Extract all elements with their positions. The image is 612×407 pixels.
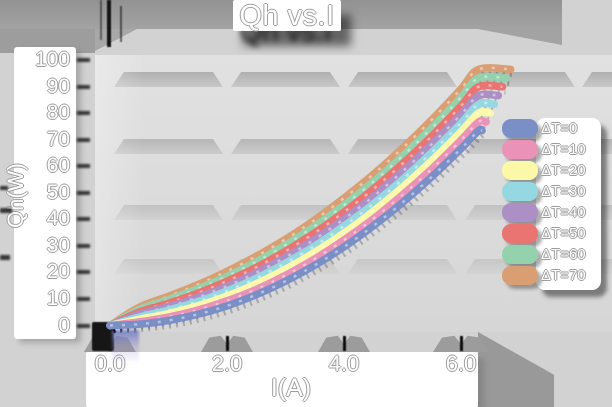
stray-shadow-dash bbox=[0, 208, 12, 213]
y-tick-label: 100 bbox=[34, 48, 70, 71]
plot-left-glow bbox=[95, 55, 145, 332]
stray-shadow-dash bbox=[0, 186, 8, 190]
title-panel bbox=[233, 0, 341, 31]
stray-shadow-dash bbox=[0, 255, 10, 260]
legend-label: ΔT=50 bbox=[541, 225, 586, 242]
legend-color-swatch bbox=[502, 224, 538, 243]
legend-color-swatch bbox=[502, 182, 538, 201]
legend-color-swatch bbox=[502, 245, 538, 264]
x-axis-panel bbox=[86, 352, 478, 407]
y-tick-mark bbox=[77, 84, 90, 89]
x-tick-label: 4.0 bbox=[328, 351, 360, 376]
legend-color-swatch bbox=[502, 161, 538, 180]
gridline-band bbox=[465, 72, 575, 87]
gridline-band bbox=[231, 205, 340, 220]
legend-color-swatch bbox=[502, 266, 538, 285]
y-tick-mark bbox=[77, 323, 90, 328]
legend-color-swatch bbox=[502, 203, 538, 222]
legend-color-swatch bbox=[502, 140, 538, 159]
gridline-band bbox=[348, 72, 457, 87]
y-tick-mark bbox=[77, 190, 90, 195]
y-tick-mark bbox=[77, 137, 90, 142]
gridline-band bbox=[231, 72, 340, 87]
gridline-band bbox=[231, 259, 340, 274]
y-tick-mark bbox=[77, 217, 90, 222]
origin-color-smear bbox=[112, 330, 139, 364]
y-tick-label: 60 bbox=[46, 154, 70, 178]
x-tick-mark bbox=[460, 336, 463, 351]
legend-label: ΔT=60 bbox=[541, 246, 586, 263]
top-shadow-wedge-right bbox=[478, 29, 562, 45]
gridline-band bbox=[231, 139, 340, 154]
axis-shadow-streak bbox=[120, 6, 122, 42]
gridline-band bbox=[348, 205, 457, 220]
y-tick-label: 10 bbox=[46, 286, 70, 310]
gridline-band bbox=[582, 72, 612, 87]
legend-color-swatch bbox=[502, 119, 538, 138]
axis-shadow-streak bbox=[100, 0, 102, 40]
legend-label: ΔT=30 bbox=[541, 183, 586, 200]
legend-label: ΔT=10 bbox=[541, 141, 586, 158]
x-tick-label: 6.0 bbox=[445, 351, 477, 376]
y-axis-panel bbox=[14, 47, 76, 339]
legend-panel bbox=[536, 118, 601, 290]
x-tick-mark bbox=[343, 336, 346, 351]
y-tick-mark bbox=[77, 243, 90, 248]
y-tick-label: 80 bbox=[46, 101, 70, 125]
chart-title: Qh vs.I bbox=[239, 0, 335, 32]
x-tick-mark bbox=[226, 336, 229, 351]
y-axis-title: Qh(W) bbox=[3, 163, 28, 228]
y-tick-label: 70 bbox=[46, 127, 70, 151]
legend-label: ΔT=40 bbox=[541, 204, 586, 221]
x-axis-title: I(A) bbox=[270, 374, 312, 402]
y-tick-mark bbox=[77, 111, 90, 116]
legend-label: ΔT=20 bbox=[541, 162, 586, 179]
axis-shadow-streak bbox=[107, 0, 111, 47]
legend-label: ΔT=70 bbox=[541, 267, 586, 284]
y-tick-mark bbox=[77, 58, 90, 62]
y-tick-label: 0 bbox=[58, 313, 70, 337]
legend-label: ΔT=0 bbox=[541, 120, 578, 137]
y-tick-mark bbox=[77, 164, 90, 169]
y-tick-mark bbox=[77, 296, 90, 301]
gridline-band bbox=[348, 139, 457, 154]
origin-shadow-block bbox=[92, 322, 114, 351]
y-tick-label: 90 bbox=[46, 74, 70, 98]
y-tick-label: 50 bbox=[46, 180, 70, 204]
y-tick-label: 40 bbox=[46, 207, 70, 231]
y-tick-label: 30 bbox=[46, 233, 70, 257]
y-tick-label: 20 bbox=[46, 260, 70, 284]
gridline-band bbox=[348, 259, 457, 274]
x-tick-label: 2.0 bbox=[211, 351, 243, 376]
y-tick-mark bbox=[77, 270, 90, 275]
